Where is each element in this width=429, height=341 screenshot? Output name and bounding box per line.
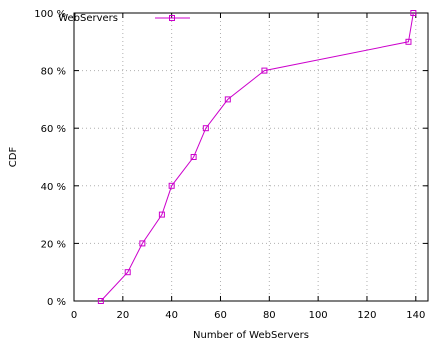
x-tick-label: 100 — [309, 310, 328, 321]
plot-frame — [73, 12, 429, 302]
y-axis-label: CDF — [8, 147, 19, 168]
data-point-marker — [405, 38, 412, 45]
axis-ticks: 0 % 20 % 40 % 60 % 80 % 100 % 0 20 40 60 80 100 120 1… — [34, 9, 428, 321]
x-tick-label: 120 — [357, 310, 376, 321]
x-tick-label: 140 — [406, 310, 425, 321]
legend: WebServers — [58, 13, 190, 24]
data-point-marker — [410, 10, 417, 16]
y-tick-label: 20 % — [41, 239, 66, 250]
y-tick-label: 60 % — [41, 124, 66, 135]
data-point-marker — [168, 182, 175, 189]
x-axis-label: Number of WebServers — [193, 330, 309, 341]
x-tick-label: 80 — [263, 310, 276, 321]
legend-label: WebServers — [58, 13, 118, 24]
legend-marker-sample — [169, 15, 175, 21]
grid — [74, 13, 428, 301]
data-point-marker — [261, 67, 268, 74]
x-tick-label: 60 — [214, 310, 227, 321]
data-point-marker — [224, 96, 231, 103]
x-tick-label: 40 — [165, 310, 178, 321]
data-point-marker — [124, 269, 131, 276]
data-point-marker — [190, 154, 197, 160]
x-tick-label: 0 — [71, 310, 77, 321]
y-tick-label: 80 % — [41, 67, 66, 78]
series-line — [100, 12, 414, 302]
y-tick-label: 40 % — [41, 182, 66, 193]
data-point-marker — [97, 298, 104, 304]
y-tick-label: 0 % — [47, 297, 66, 308]
x-tick-label: 20 — [116, 310, 129, 321]
data-point-marker — [202, 125, 209, 132]
series-layer — [97, 10, 417, 304]
data-point-marker — [158, 211, 165, 218]
y-tick-label: 100 % — [34, 9, 66, 20]
data-point-marker — [139, 240, 146, 247]
